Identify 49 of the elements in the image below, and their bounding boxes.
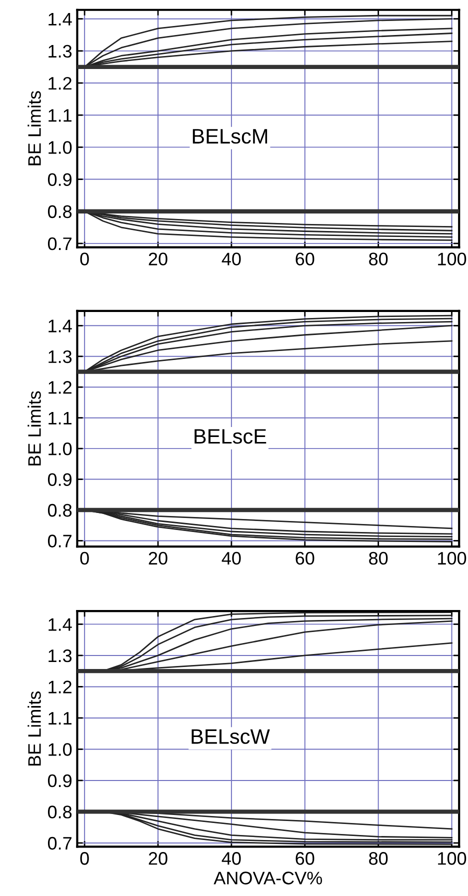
y-tick-label: 1.1 [48, 109, 72, 122]
y-tick-label: 0.7 [48, 237, 72, 250]
y-tick-label: 1.3 [48, 350, 72, 364]
y-tick-label: 1.4 [48, 12, 72, 26]
y-tick-label: 1.0 [48, 442, 72, 456]
y-tick-label: 1.2 [48, 680, 72, 694]
y-tick-label: 1.1 [48, 412, 72, 424]
y-axis-title: BE Limits [28, 91, 41, 166]
x-tick-label: 20 [148, 852, 168, 865]
x-tick-label: 40 [222, 552, 241, 565]
y-tick-label: 0.9 [48, 774, 72, 788]
annotation: BELscE [194, 429, 266, 444]
x-tick-label: 80 [369, 852, 388, 865]
x-tick-label: 80 [369, 252, 388, 266]
y-axis-title: BE Limits [28, 691, 41, 766]
y-tick-label: 1.3 [48, 44, 72, 58]
annotation: BELscW [192, 729, 270, 744]
y-tick-label: 0.8 [48, 205, 72, 218]
y-tick-label: 0.7 [48, 534, 72, 548]
y-tick-label: 0.9 [48, 473, 72, 486]
annotation: BELscM [192, 129, 268, 144]
x-tick-label: 0 [80, 852, 89, 865]
x-tick-label: 60 [296, 552, 314, 565]
x-tick-label: 100 [438, 552, 466, 565]
y-tick-label: 1.2 [48, 381, 72, 394]
y-tick-label: 0.8 [48, 806, 72, 818]
y-tick-label: 0.9 [48, 173, 72, 186]
y-tick-label: 1.1 [48, 712, 72, 724]
y-tick-label: 1.0 [48, 141, 72, 154]
x-tick-label: 100 [438, 852, 466, 865]
y-tick-label: 1.4 [48, 320, 72, 332]
x-tick-label: 60 [296, 252, 314, 266]
x-tick-label: 20 [148, 552, 168, 565]
x-tick-label: 100 [438, 252, 466, 266]
x-tick-label: 40 [222, 852, 241, 865]
x-tick-label: 80 [369, 552, 388, 565]
y-tick-label: 1.4 [48, 618, 72, 631]
y-axis-title: BE Limits [28, 391, 41, 466]
x-tick-label: 60 [296, 852, 314, 865]
y-tick-label: 1.0 [48, 743, 72, 756]
y-tick-label: 0.7 [48, 836, 72, 850]
y-tick-label: 1.3 [48, 649, 72, 662]
x-tick-label: 0 [80, 252, 89, 266]
y-tick-label: 0.8 [48, 504, 72, 517]
x-tick-label: 20 [148, 252, 168, 266]
y-tick-label: 1.2 [48, 76, 72, 90]
x-tick-label: 40 [222, 252, 241, 266]
x-tick-label: 0 [80, 552, 89, 565]
x-axis-title: ANOVA-CV% [214, 872, 322, 884]
